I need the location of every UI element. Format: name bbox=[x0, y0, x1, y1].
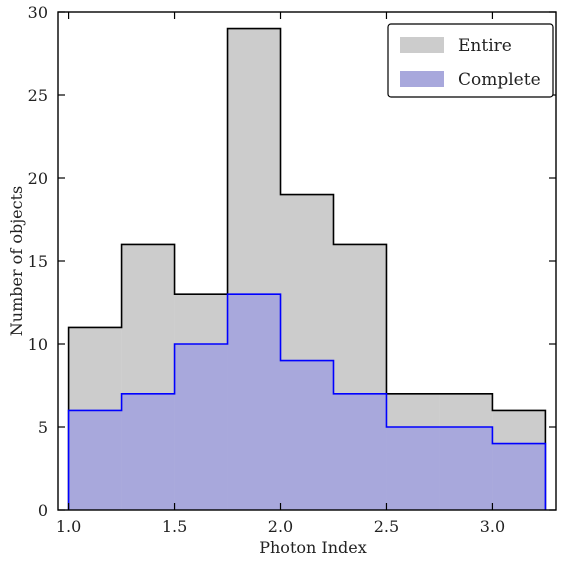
bar-complete-8 bbox=[492, 443, 546, 510]
x-tick-label: 3.0 bbox=[480, 517, 505, 536]
bar-complete-3 bbox=[227, 294, 281, 510]
axis-ticks: 1.0 1.5 2.0 2.5 3.0 0 5 10 15 20 25 30 bbox=[28, 3, 556, 536]
bar-complete-0 bbox=[68, 410, 122, 510]
legend: Entire Complete bbox=[387, 23, 554, 98]
x-tick-label: 1.0 bbox=[56, 517, 81, 536]
bar-complete-5 bbox=[333, 393, 387, 510]
y-tick-label: 20 bbox=[28, 169, 48, 188]
legend-label-0: Entire bbox=[458, 36, 512, 56]
outline-complete bbox=[67, 293, 547, 510]
bar-complete-7 bbox=[439, 427, 493, 510]
x-tick-label: 2.5 bbox=[374, 517, 399, 536]
legend-label-1: Complete bbox=[458, 70, 541, 90]
y-tick-label: 0 bbox=[38, 501, 48, 520]
bar-complete-6 bbox=[386, 427, 440, 510]
y-tick-label: 25 bbox=[28, 86, 48, 105]
bar-complete-1 bbox=[121, 393, 175, 510]
y-tick-label: 10 bbox=[28, 335, 48, 354]
y-tick-label: 30 bbox=[28, 3, 48, 22]
outline-entire bbox=[67, 27, 547, 510]
bar-complete-2 bbox=[174, 344, 228, 510]
y-tick-label: 15 bbox=[28, 252, 48, 271]
legend-swatch-1 bbox=[400, 71, 444, 87]
bar-complete-4 bbox=[280, 360, 334, 510]
series-complete bbox=[67, 293, 547, 510]
y-axis-label: Number of objects bbox=[7, 186, 26, 336]
legend-swatch-0 bbox=[400, 37, 444, 53]
x-axis-label: Photon Index bbox=[259, 538, 367, 557]
x-tick-label: 1.5 bbox=[162, 517, 187, 536]
x-tick-label: 2.0 bbox=[268, 517, 293, 536]
y-tick-label: 5 bbox=[38, 418, 48, 437]
